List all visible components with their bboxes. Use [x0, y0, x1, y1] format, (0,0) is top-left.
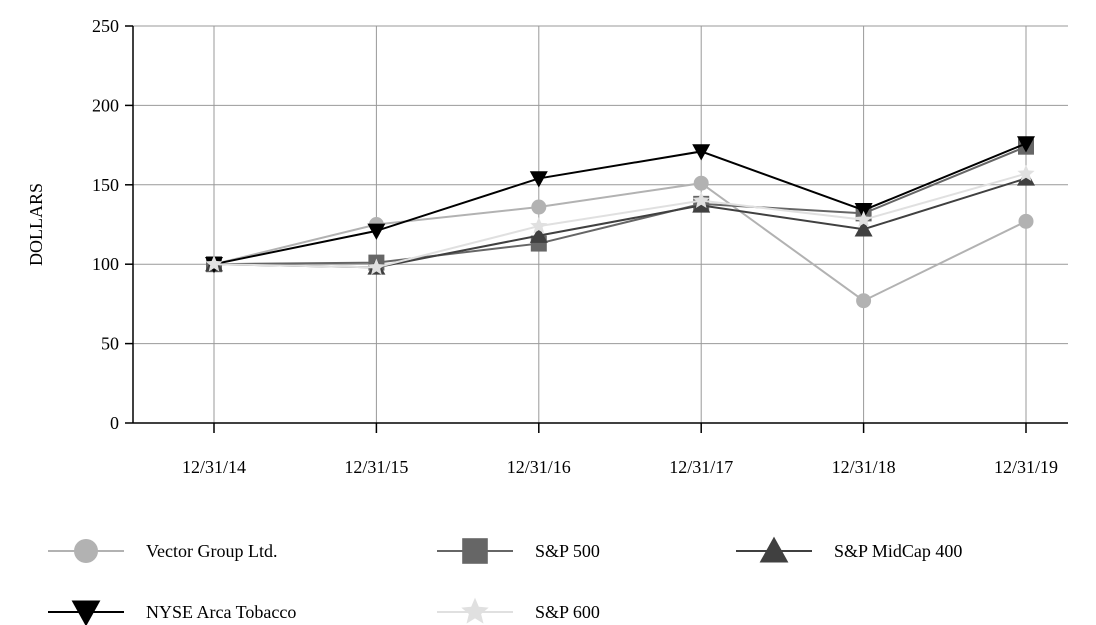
y-tick-label: 0	[110, 413, 119, 433]
data-point	[693, 175, 709, 191]
data-point	[692, 191, 710, 208]
data-point	[1017, 136, 1035, 153]
y-tick-label: 100	[92, 254, 119, 274]
legend-item: S&P MidCap 400	[736, 536, 962, 563]
data-point	[1017, 164, 1035, 181]
y-tick-label: 200	[92, 95, 119, 115]
legend-item: NYSE Arca Tobacco	[48, 600, 296, 625]
data-point	[1018, 213, 1034, 229]
data-point	[855, 210, 873, 227]
legend: Vector Group Ltd. S&P 500 S&P MidCap 400 NY…	[48, 536, 962, 625]
legend-label: NYSE Arca Tobacco	[146, 602, 296, 622]
data-point	[531, 199, 547, 215]
axes: 0 50 100 150 200 250 12/31/14 12/31/15 12/31/16 1…	[92, 16, 1068, 477]
y-tick-label: 150	[92, 175, 119, 195]
legend-label: S&P MidCap 400	[834, 541, 962, 561]
data-point	[854, 220, 873, 237]
series-line	[213, 142, 1027, 266]
legend-marker	[759, 536, 789, 563]
x-tick-label: 12/31/18	[832, 457, 896, 477]
legend-marker	[462, 538, 488, 564]
legend-label: S&P 500	[535, 541, 600, 561]
data-point	[205, 255, 223, 272]
legend-marker	[461, 597, 489, 624]
legend-item: S&P 500	[437, 538, 600, 564]
x-tick-label: 12/31/17	[669, 457, 733, 477]
data-point	[529, 171, 548, 188]
series-s-p-500	[206, 138, 1034, 273]
legend-marker	[74, 539, 98, 563]
series-layer	[205, 136, 1035, 309]
x-tick-label: 12/31/14	[182, 457, 246, 477]
data-point	[367, 258, 385, 275]
series-line	[213, 145, 1027, 266]
data-point	[530, 217, 548, 234]
series-line	[213, 182, 1027, 302]
data-point	[529, 226, 548, 243]
data-point	[856, 293, 872, 309]
legend-item: S&P 600	[437, 597, 600, 624]
x-tick-label: 12/31/19	[994, 457, 1058, 477]
series-line	[213, 172, 1027, 269]
x-tick-label: 12/31/16	[507, 457, 571, 477]
y-tick-label: 50	[101, 334, 119, 354]
series-s-p-600	[205, 164, 1035, 275]
legend-label: Vector Group Ltd.	[146, 541, 277, 561]
y-tick-label: 250	[92, 16, 119, 36]
y-axis-label: DOLLARS	[26, 183, 46, 266]
x-tick-label: 12/31/15	[344, 457, 408, 477]
legend-item: Vector Group Ltd.	[48, 539, 277, 563]
legend-marker	[71, 600, 101, 625]
data-point	[692, 144, 711, 161]
data-point	[367, 223, 386, 240]
series-nyse-arca-tobacco	[205, 136, 1035, 274]
legend-label: S&P 600	[535, 602, 600, 622]
